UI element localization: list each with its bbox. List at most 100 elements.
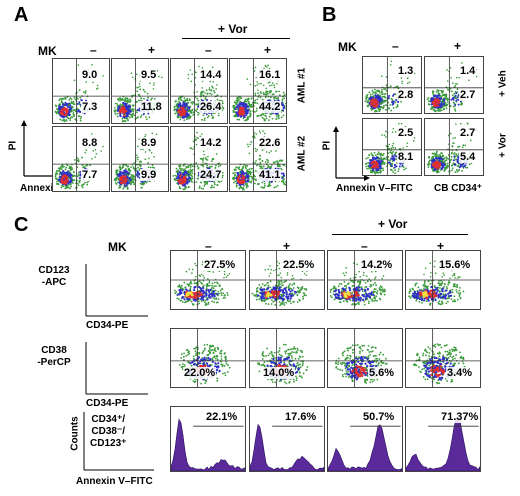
panel-a-lr-r2-c3: 24.7: [199, 169, 223, 181]
panel-a-ur-r1-c2: 9.5: [140, 69, 158, 81]
panel-c-row3-y: Counts: [69, 416, 81, 451]
panel-c-minus-2: –: [361, 239, 368, 253]
panel-b-plot-r2-c1: 2.5 8.1: [362, 118, 422, 176]
panel-c-plus-2: +: [437, 239, 445, 253]
panel-c-row3-plot-2: 17.6%: [249, 406, 325, 472]
panel-a-lr-r1-c3: 26.4: [199, 101, 223, 113]
panel-b-y-axis: PI: [321, 140, 333, 151]
panel-c-label: C: [14, 214, 29, 236]
panel-c-row3-value-2: 17.6%: [284, 411, 318, 423]
panel-c-row1-value-1: 27.5%: [203, 259, 237, 271]
panel-b-row2-label: + Vor: [497, 133, 509, 158]
panel-a-plus-2: +: [264, 43, 272, 57]
panel-a-plot-r1-c4: 16.1 44.2: [229, 58, 287, 124]
panel-a-lr-r1-c4: 44.2: [258, 101, 282, 113]
panel-b-ur-r1-c2: 1.4: [459, 65, 477, 77]
panel-c-row2-value-2: 14.0%: [262, 367, 296, 379]
panel-b-lr-r1-c2: 2.7: [459, 89, 477, 101]
panel-b-lr-r1-c1: 2.8: [397, 89, 415, 101]
panel-c-row1-value-3: 14.2%: [360, 259, 394, 271]
panel-c-row1-plot-2: 22.5%: [249, 250, 325, 310]
panel-b-lr-r2-c1: 8.1: [397, 151, 415, 163]
panel-b-plot-r2-c2: 2.7 5.4: [424, 118, 484, 176]
panel-a-ur-r1-c3: 14.4: [199, 69, 223, 81]
panel-b-ur-r1-c1: 1.3: [397, 65, 415, 77]
panel-a-lr-r1-c2: 11.8: [140, 101, 163, 113]
panel-c-row1-plot-1: 27.5%: [170, 250, 246, 310]
panel-a-lr-r2-c1: 7.7: [81, 169, 99, 181]
panel-b-cell-label: CB CD34⁺: [434, 183, 483, 194]
panel-a-minus-1: –: [90, 43, 97, 57]
panel-a-minus-2: –: [205, 43, 212, 57]
panel-c-row2-x: CD34-PE: [86, 398, 129, 409]
panel-c-row1-y: CD123 -APC: [38, 265, 70, 288]
panel-a-plus-1: +: [148, 43, 156, 57]
panel-c-vor-bracket: [332, 234, 468, 235]
panel-c-row1-plot-4: 15.6%: [405, 250, 481, 310]
panel-c-row3-plot-4: 71.37%: [405, 406, 481, 472]
panel-a-ur-r2-c1: 8.8: [81, 137, 99, 149]
panel-c-row2-plot-1: 22.0%: [170, 328, 246, 388]
panel-c-row1-plot-3: 14.2%: [327, 250, 403, 310]
panel-a-label: A: [14, 4, 29, 26]
panel-a-lr-r1-c1: 7.3: [81, 101, 99, 113]
panel-c-row3-plot-3: 50.7%: [327, 406, 403, 472]
panel-c-row2-plot-2: 14.0%: [249, 328, 325, 388]
panel-b-axis-arrows: [333, 126, 370, 181]
panel-b-plus: +: [454, 39, 462, 53]
panel-a-row2-label: AML #2: [296, 135, 308, 172]
panel-a-ur-r2-c2: 8.9: [140, 137, 158, 149]
panel-b-lr-r2-c2: 5.4: [459, 151, 477, 163]
panel-a-lr-r2-c2: 9.9: [140, 169, 158, 181]
panel-a-plot-r2-c1: 8.8 7.7: [52, 126, 110, 192]
panel-c-row3-plot-1: 22.1%: [170, 406, 246, 472]
panel-c-minus-1: –: [205, 239, 212, 253]
panel-b-ur-r2-c1: 2.5: [397, 127, 415, 139]
panel-a-lr-r2-c4: 41.1: [258, 169, 282, 181]
panel-a-plot-r2-c3: 14.2 24.7: [170, 126, 228, 192]
panel-c-row3-x: Annexin V–FITC: [76, 476, 153, 487]
panel-c-row2-plot-3: 5.6%: [327, 328, 403, 388]
panel-a-plot-r2-c4: 22.6 41.1: [229, 126, 287, 192]
panel-a-ur-r1-c4: 16.1: [258, 69, 282, 81]
panel-b-label: B: [322, 4, 337, 26]
panel-b-mk: MK: [338, 40, 357, 54]
panel-c-plus-1: +: [283, 239, 291, 253]
panel-a-plot-r1-c2: 9.5 11.8: [111, 58, 169, 124]
panel-c-row3-value-3: 50.7%: [362, 411, 396, 423]
panel-a-y-axis: PI: [7, 140, 19, 151]
panel-a-plot-r2-c2: 8.9 9.9: [111, 126, 169, 192]
panel-c-row3-value-1: 22.1%: [205, 411, 239, 423]
panel-b-minus: –: [392, 39, 399, 53]
panel-c-row3-value-4: 71.37%: [440, 411, 480, 423]
panel-a-mk: MK: [38, 44, 57, 58]
panel-a-ur-r1-c1: 9.0: [81, 69, 99, 81]
panel-c-row2-axis: [85, 342, 148, 395]
panel-a-plot-r1-c3: 14.4 26.4: [170, 58, 228, 124]
panel-c-row2-value-4: 3.4%: [446, 367, 474, 379]
panel-c-row2-value-3: 5.6%: [368, 367, 396, 379]
panel-c-row3-axis: [83, 412, 154, 471]
panel-b-x-axis: Annexin V–FITC: [336, 183, 413, 194]
panel-c-row2-plot-4: 3.4%: [405, 328, 481, 388]
panel-a-vor-bracket: [182, 38, 290, 39]
panel-c-row1-value-2: 22.5%: [282, 259, 316, 271]
panel-a-ur-r2-c4: 22.6: [258, 137, 282, 149]
panel-c-mk: MK: [108, 240, 127, 254]
panel-b-ur-r2-c2: 2.7: [459, 127, 477, 139]
panel-b-row1-label: + Veh: [497, 70, 509, 97]
panel-c-row2-y: CD38 -PerCP: [37, 345, 71, 368]
panel-a-row1-label: AML #1: [296, 67, 308, 104]
panel-c-row1-axis: [85, 264, 148, 317]
panel-c-row2-value-1: 22.0%: [183, 367, 217, 379]
panel-c-vor: + Vor: [378, 217, 408, 231]
panel-b-plot-r1-c1: 1.3 2.8: [362, 56, 422, 114]
panel-c-row3-gate: CD34⁺/ CD38⁻/ CD123⁺: [90, 414, 127, 449]
panel-b-plot-r1-c2: 1.4 2.7: [424, 56, 484, 114]
panel-a-ur-r2-c3: 14.2: [199, 137, 223, 149]
panel-c-row1-x: CD34-PE: [86, 320, 129, 331]
panel-a-plot-r1-c1: 9.0 7.3: [52, 58, 110, 124]
panel-a-vor: + Vor: [218, 22, 248, 36]
panel-c-row1-value-4: 15.6%: [438, 259, 472, 271]
